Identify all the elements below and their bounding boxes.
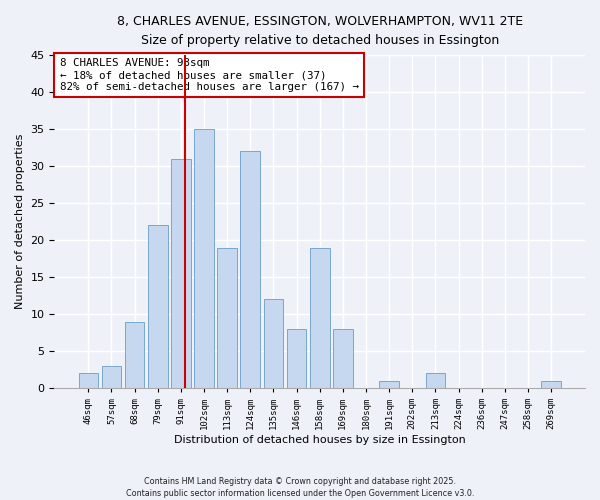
Bar: [287, 329, 307, 388]
X-axis label: Distribution of detached houses by size in Essington: Distribution of detached houses by size …: [174, 435, 466, 445]
Bar: [263, 300, 283, 388]
Bar: [310, 248, 329, 388]
Bar: [425, 374, 445, 388]
Bar: [541, 381, 561, 388]
Y-axis label: Number of detached properties: Number of detached properties: [15, 134, 25, 310]
Bar: [171, 158, 191, 388]
Bar: [217, 248, 237, 388]
Text: 8 CHARLES AVENUE: 93sqm
← 18% of detached houses are smaller (37)
82% of semi-de: 8 CHARLES AVENUE: 93sqm ← 18% of detache…: [60, 58, 359, 92]
Bar: [333, 329, 353, 388]
Text: Contains HM Land Registry data © Crown copyright and database right 2025.
Contai: Contains HM Land Registry data © Crown c…: [126, 476, 474, 498]
Bar: [79, 374, 98, 388]
Title: 8, CHARLES AVENUE, ESSINGTON, WOLVERHAMPTON, WV11 2TE
Size of property relative : 8, CHARLES AVENUE, ESSINGTON, WOLVERHAMP…: [116, 15, 523, 47]
Bar: [125, 322, 145, 388]
Bar: [379, 381, 399, 388]
Bar: [148, 226, 167, 388]
Bar: [241, 152, 260, 388]
Bar: [194, 129, 214, 388]
Bar: [101, 366, 121, 388]
